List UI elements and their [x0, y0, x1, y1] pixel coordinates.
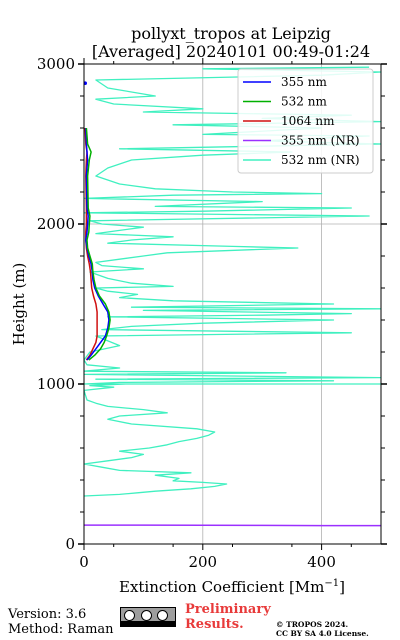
preliminary-text-line-2: Results. — [185, 617, 244, 632]
series-point-355-nm — [84, 81, 87, 85]
legend: 355 nm 532 nm 1064 nm 355 nm (NR) 532 nm (NR… — [237, 68, 374, 174]
legend-label-355-nm-nr: 355 nm (NR) — [281, 134, 360, 148]
y-tick-label: 1000 — [37, 375, 75, 393]
legend-box — [237, 68, 374, 174]
preliminary-text-line-1: Preliminary — [185, 602, 271, 617]
axis-ticks: 0 200 400 0 1000 2000 3000 — [37, 55, 387, 571]
legend-label-1064-nm: 1064 nm — [281, 114, 335, 128]
legend-label-532-nm-nr: 532 nm (NR) — [281, 153, 360, 167]
version-text: Version: 3.6 — [8, 607, 87, 622]
cc-logo-strip — [121, 621, 175, 626]
legend-label-532-nm: 532 nm — [281, 95, 327, 109]
legend-label-355-nm: 355 nm — [281, 75, 327, 89]
x-tick-label: 0 — [79, 553, 89, 571]
y-tick-label: 2000 — [37, 215, 75, 233]
method-text: Method: Raman — [8, 622, 114, 637]
chart-title-line-2: [Averaged] 20240101 00:49-01:24 — [92, 42, 370, 61]
y-tick-label: 3000 — [37, 55, 75, 73]
series-line-355-nm-nr — [84, 524, 381, 527]
series-line-532-nm — [85, 127, 111, 361]
x-tick-label: 400 — [307, 553, 336, 571]
x-tick-label: 200 — [188, 553, 217, 571]
y-tick-label: 0 — [65, 535, 75, 553]
y-axis-label: Height (m) — [10, 263, 28, 346]
chart-title-line-1: pollyxt_tropos at Leipzig — [131, 24, 331, 43]
cc-license-logo — [120, 607, 176, 627]
cc-icon — [124, 610, 135, 621]
copyright-text-line-1: © TROPOS 2024. — [276, 620, 349, 629]
sa-icon — [157, 610, 168, 621]
x-axis-label: Extinction Coefficient [Mm−1] — [119, 578, 345, 596]
copyright-text-line-2: CC BY SA 4.0 License. — [276, 629, 369, 638]
by-icon — [141, 610, 152, 621]
